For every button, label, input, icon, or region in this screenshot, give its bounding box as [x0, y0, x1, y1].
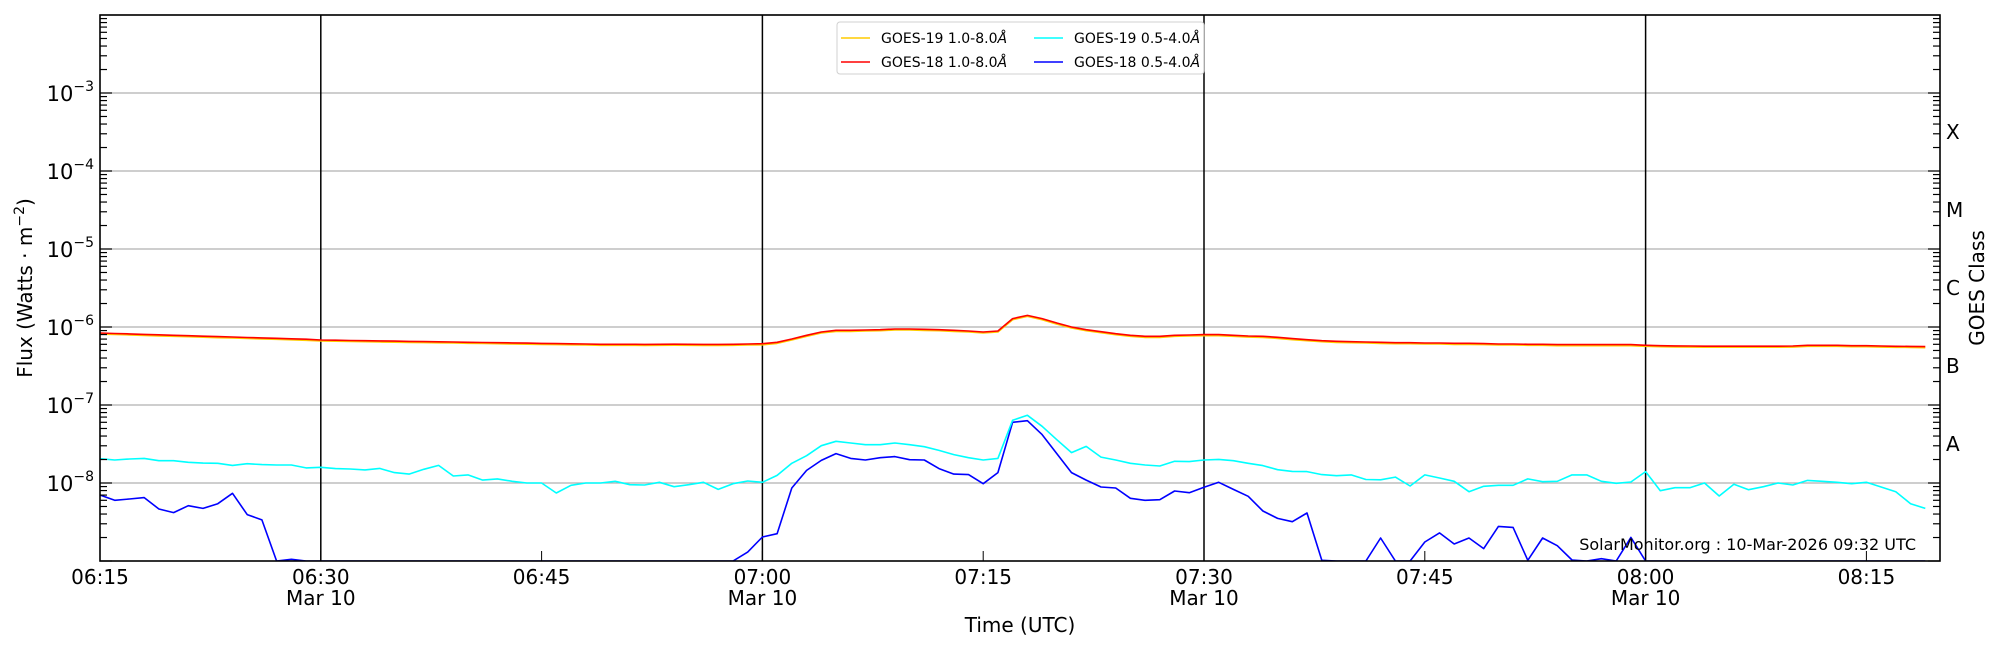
x-tick-label: 06:30: [292, 565, 350, 589]
x-tick-label: 06:45: [513, 565, 571, 589]
x-tick-date-label: Mar 10: [286, 586, 356, 610]
axis-ticks: [99, 17, 1940, 562]
legend: GOES-19 1.0-8.0Å GOES-18 1.0-8.0Å GOES-19 …: [836, 21, 1205, 75]
y-tick-label: 10−5: [47, 235, 94, 262]
x-tick-label: 07:15: [954, 565, 1012, 589]
right-axis-label: GOES Class: [1965, 230, 1989, 346]
goes-class-label: B: [1946, 354, 1960, 378]
x-tick-label: 08:15: [1838, 565, 1896, 589]
y-tick-label: 10−3: [47, 79, 94, 106]
legend-label: GOES-19 1.0-8.0Å: [881, 30, 1007, 47]
x-axis-label: Time (UTC): [964, 613, 1076, 637]
y-tick-label: 10−6: [47, 313, 94, 340]
goes-class-labels: X M C B A: [1946, 120, 1963, 456]
x-tick-date-label: Mar 10: [728, 586, 798, 610]
y-axis-label: Flux (Watts · m−2): [12, 198, 37, 378]
x-tick-label: 08:00: [1617, 565, 1675, 589]
day-marker-lines: [320, 15, 1647, 561]
goes-class-label: A: [1946, 432, 1960, 456]
x-tick-label: 07:45: [1396, 565, 1454, 589]
legend-box: [836, 21, 1205, 75]
goes-class-label: C: [1946, 276, 1960, 300]
legend-label: GOES-18 0.5-4.0Å: [1074, 54, 1200, 71]
x-tick-label: 07:30: [1175, 565, 1233, 589]
goes-class-label: M: [1946, 198, 1963, 222]
y-tick-label: 10−4: [47, 157, 94, 184]
series-line: [100, 414, 1926, 510]
series-line: [100, 315, 1926, 349]
legend-label: GOES-18 1.0-8.0Å: [881, 54, 1007, 71]
series-line: [100, 314, 1926, 348]
x-tick-date-label: Mar 10: [1611, 586, 1681, 610]
x-tick-date-label: Mar 10: [1169, 586, 1239, 610]
series-lines: [100, 314, 1926, 561]
plot-frame: [99, 14, 1941, 562]
legend-label: GOES-19 0.5-4.0Å: [1074, 30, 1200, 47]
y-tick-label: 10−8: [47, 469, 94, 496]
x-tick-label: 06:15: [71, 565, 129, 589]
grid-lines: [100, 14, 1940, 484]
watermark-text: SolarMonitor.org : 10-Mar-2026 09:32 UTC: [1579, 535, 1916, 554]
y-tick-labels: 10−3 10−4 10−5 10−6 10−7 10−8: [47, 79, 94, 496]
y-tick-label: 10−7: [47, 391, 94, 418]
goes-class-label: X: [1946, 120, 1960, 144]
x-tick-label: 07:00: [734, 565, 792, 589]
